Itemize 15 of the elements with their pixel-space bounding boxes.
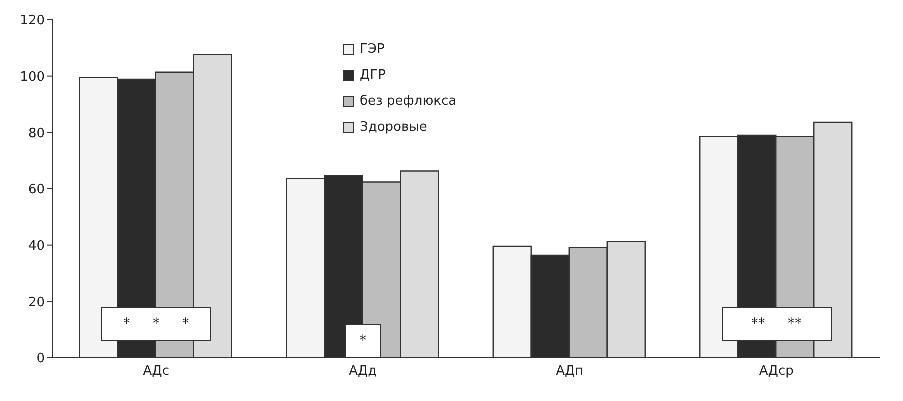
x-tick-label: АДс [143, 364, 170, 380]
y-tick-label: 120 [20, 14, 45, 29]
x-tick-label: АДп [556, 364, 584, 380]
legend-label: Здоровые [360, 120, 428, 134]
y-tick-label: 0 [36, 352, 45, 367]
y-tick-label: 80 [28, 126, 45, 142]
x-tick-label: АДср [759, 364, 794, 380]
legend-label: ДГР [360, 68, 386, 82]
legend-label: ГЭР [360, 42, 385, 56]
x-tick-label: АДд [349, 364, 378, 380]
y-tick-label: 20 [28, 295, 45, 310]
y-tick-label: 40 [28, 238, 45, 254]
legend-label: без рефлюкса [360, 94, 457, 108]
y-tick-label: 60 [28, 182, 45, 198]
y-tick-label: 100 [20, 70, 45, 85]
